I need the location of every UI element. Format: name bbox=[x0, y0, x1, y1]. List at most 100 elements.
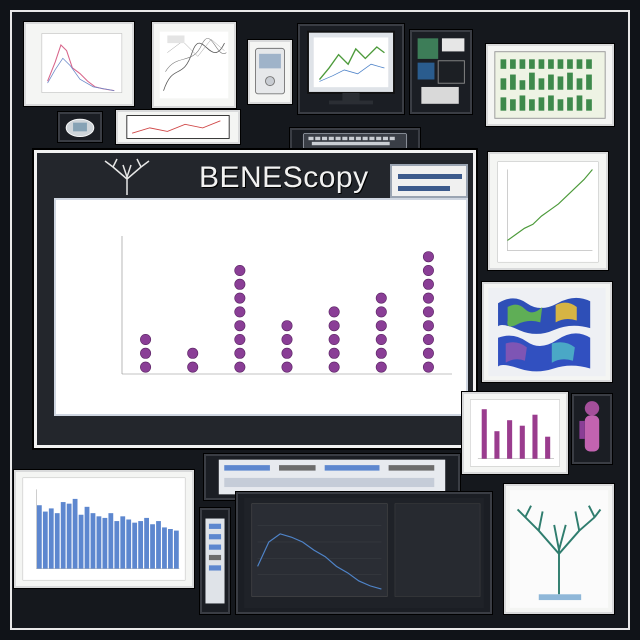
tile-bottom-tree bbox=[504, 484, 614, 614]
bar bbox=[84, 506, 90, 569]
main-chart-panel bbox=[54, 198, 468, 416]
chart-dot bbox=[328, 361, 340, 373]
bar bbox=[90, 513, 96, 569]
bottom-bar-chart bbox=[22, 477, 186, 581]
chart-dot bbox=[422, 251, 434, 263]
series-line bbox=[257, 533, 382, 590]
tile-top-sketch bbox=[152, 22, 236, 108]
bar bbox=[481, 409, 487, 459]
chart-dot bbox=[234, 361, 246, 373]
bar bbox=[120, 516, 126, 569]
chart-dot bbox=[187, 347, 199, 359]
bar bbox=[48, 508, 54, 569]
series-line bbox=[507, 169, 593, 241]
chart-dot bbox=[375, 361, 387, 373]
chart-dot bbox=[234, 306, 246, 318]
chart-dot bbox=[422, 306, 434, 318]
chart-dot bbox=[234, 320, 246, 332]
tile-right-line-chart bbox=[488, 152, 608, 270]
chart-dot bbox=[187, 361, 199, 373]
tile-bottom-strip bbox=[200, 508, 230, 614]
bar bbox=[168, 529, 173, 569]
bar bbox=[54, 513, 60, 569]
chart-dot bbox=[375, 292, 387, 304]
chart-dot bbox=[328, 320, 340, 332]
tile-right-figure bbox=[572, 394, 612, 464]
monitor-icon bbox=[307, 30, 395, 105]
bar bbox=[108, 513, 114, 569]
sketch-thumbnail bbox=[159, 31, 229, 99]
tile-monitor bbox=[298, 24, 404, 114]
bar bbox=[144, 517, 149, 569]
bar bbox=[494, 431, 500, 459]
tile-bottom-dark-chart bbox=[236, 492, 492, 614]
line-chart-thumbnail bbox=[41, 33, 123, 93]
chart-dot bbox=[234, 347, 246, 359]
chart-dot bbox=[234, 334, 246, 346]
chart-dot bbox=[422, 320, 434, 332]
chart-dot bbox=[140, 334, 152, 346]
chart-dot bbox=[281, 361, 293, 373]
bar bbox=[162, 527, 167, 569]
strip-thumbnail bbox=[205, 518, 225, 604]
chart-dot bbox=[375, 347, 387, 359]
right-line-chart bbox=[497, 161, 599, 263]
bar bbox=[132, 522, 138, 569]
chart-dot bbox=[234, 264, 246, 276]
tree-icon bbox=[509, 490, 609, 608]
chart-dot bbox=[281, 347, 293, 359]
board-badge bbox=[390, 164, 468, 198]
keyboard-icon bbox=[302, 132, 408, 150]
dark-line-chart bbox=[244, 497, 484, 609]
chart-dot bbox=[422, 278, 434, 290]
chart-dot bbox=[422, 292, 434, 304]
bar bbox=[114, 521, 120, 569]
bar bbox=[545, 436, 551, 459]
bar bbox=[72, 498, 78, 569]
tile-top-left-line-chart bbox=[24, 22, 134, 106]
monitor-small-icon bbox=[126, 115, 230, 139]
chart-dot bbox=[422, 361, 434, 373]
gadget-icon bbox=[65, 118, 95, 137]
bar bbox=[96, 516, 102, 569]
device-icon bbox=[255, 47, 285, 95]
chart-dot bbox=[140, 361, 152, 373]
chart-dot bbox=[375, 334, 387, 346]
tile-keyboard bbox=[290, 128, 420, 154]
tile-right-3d-map bbox=[482, 282, 612, 382]
tile-bottom-bar-chart bbox=[14, 470, 194, 588]
main-dot-chart bbox=[121, 236, 452, 375]
bar bbox=[150, 524, 155, 569]
chart-dot bbox=[234, 278, 246, 290]
bar bbox=[78, 514, 84, 569]
chart-dot bbox=[281, 320, 293, 332]
tile-top-right-heatmap bbox=[486, 44, 614, 126]
chart-dot bbox=[140, 347, 152, 359]
board-title: BENEScopy bbox=[199, 161, 369, 194]
bar bbox=[60, 502, 66, 569]
tile-right-bar-chart bbox=[462, 392, 568, 474]
figure-icon bbox=[579, 401, 600, 452]
tile-top-device bbox=[248, 40, 292, 104]
bar bbox=[42, 511, 48, 569]
chart-dot bbox=[422, 347, 434, 359]
tile-top-small-panels bbox=[410, 30, 472, 114]
bar bbox=[507, 420, 513, 459]
bar bbox=[138, 521, 144, 569]
bar bbox=[532, 414, 538, 459]
bar bbox=[66, 503, 72, 569]
heatmap-thumbnail bbox=[494, 51, 606, 119]
bar bbox=[102, 517, 108, 569]
bar bbox=[519, 425, 525, 459]
bar bbox=[36, 505, 42, 569]
bar bbox=[173, 530, 179, 569]
chart-dot bbox=[281, 334, 293, 346]
chart-dot bbox=[328, 306, 340, 318]
chart-dot bbox=[328, 334, 340, 346]
chart-dot bbox=[422, 264, 434, 276]
chart-dot bbox=[234, 292, 246, 304]
chart-dot bbox=[422, 334, 434, 346]
tree-icon bbox=[104, 158, 150, 195]
map-thumbnail bbox=[488, 287, 606, 377]
